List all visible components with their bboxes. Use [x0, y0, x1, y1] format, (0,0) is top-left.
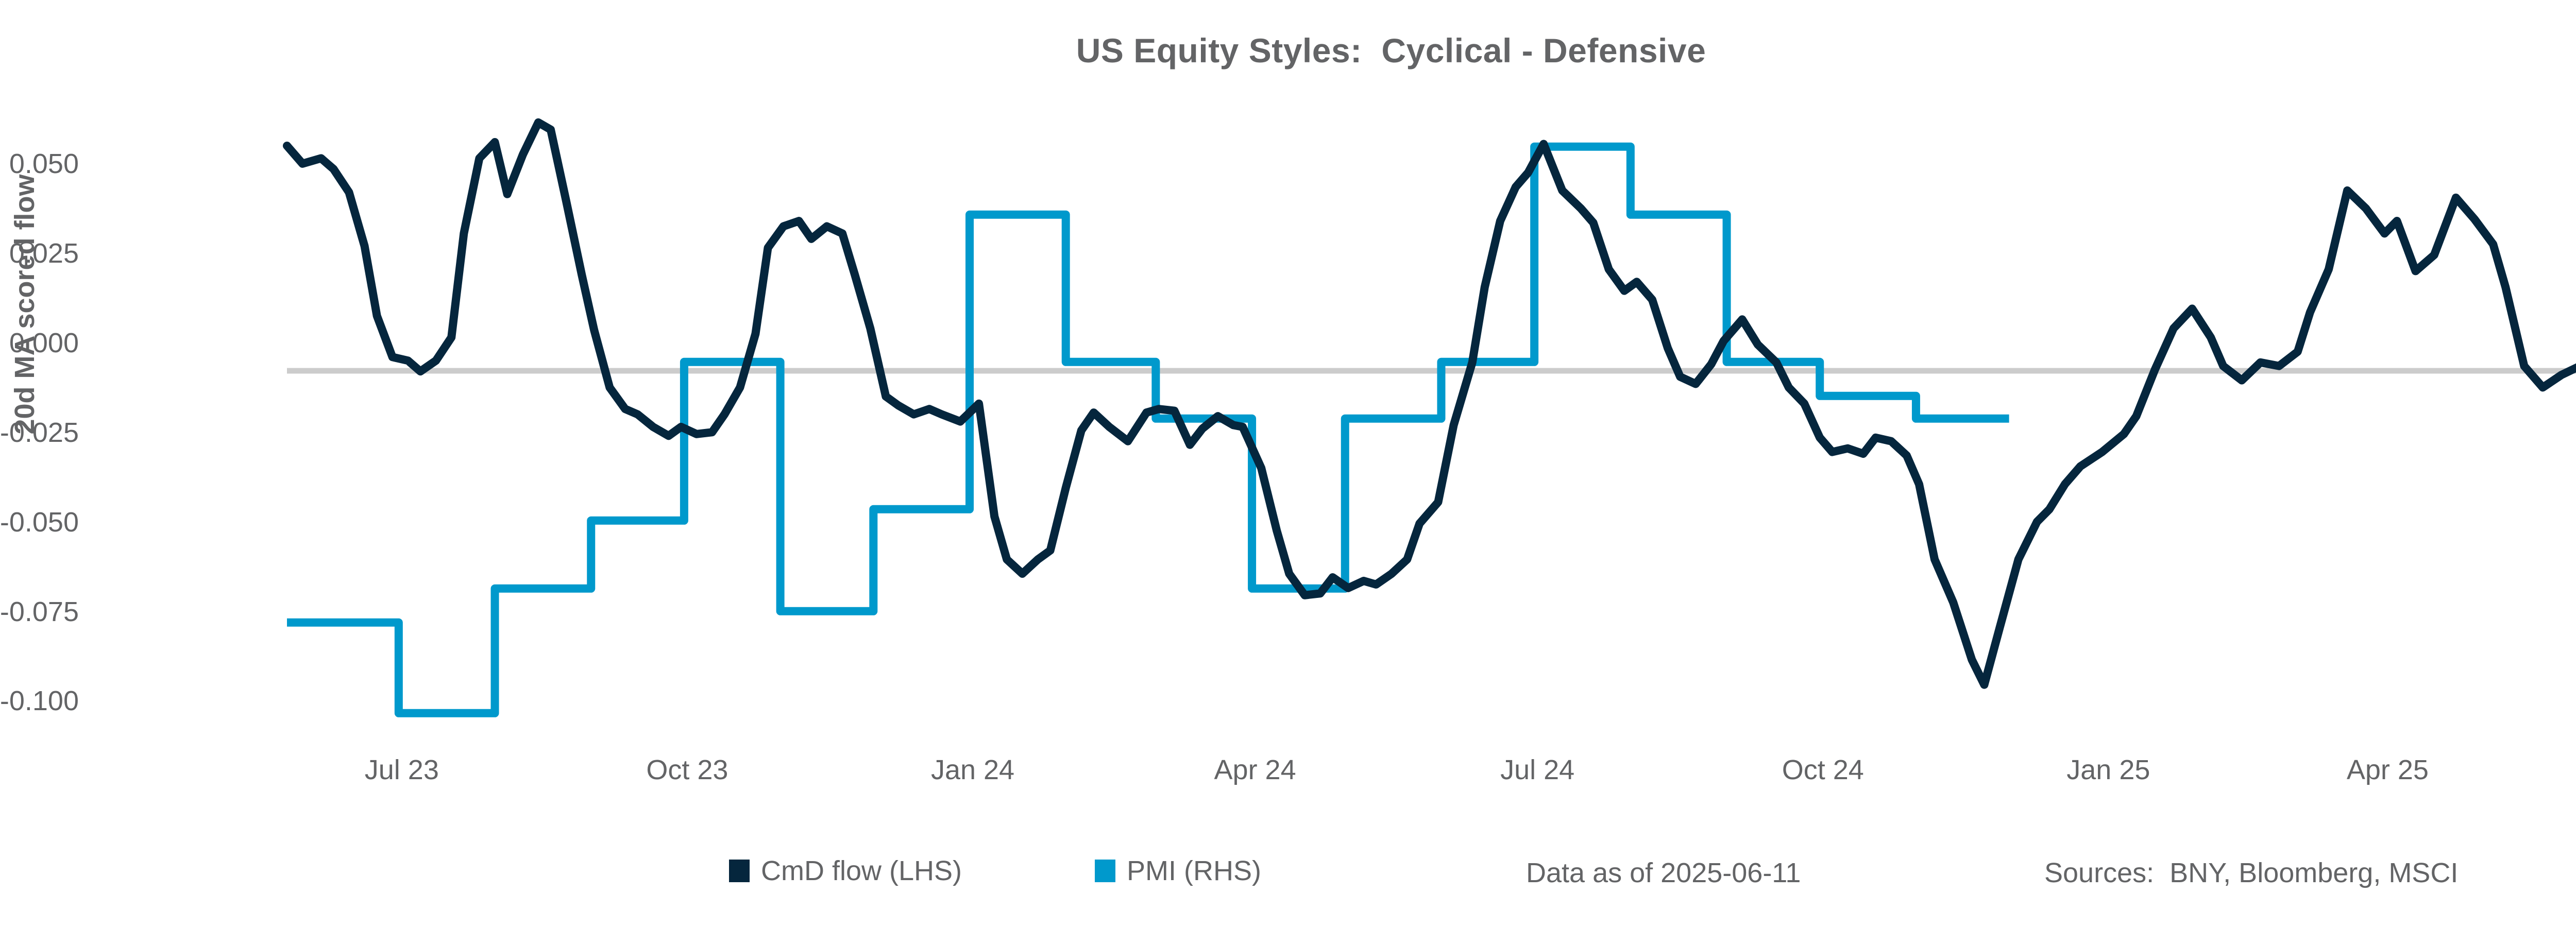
y-axis-left-tick: -0.025 [0, 417, 79, 448]
legend-item[interactable]: PMI (RHS) [1095, 853, 1261, 889]
x-axis-tick: Jul 24 [1500, 754, 1575, 785]
legend-label: PMI (RHS) [1127, 855, 1261, 886]
legend: CmD flow (LHS) PMI (RHS) [0, 853, 2576, 894]
x-axis-tick: Oct 24 [1782, 754, 1864, 785]
series-line-cmd-flow [283, 118, 2576, 689]
x-axis-tick: Apr 25 [2346, 754, 2429, 785]
x-axis-tick: Apr 24 [1214, 754, 1296, 785]
y-axis-left-tick: 0.000 [9, 327, 79, 358]
y-axis-left-tick: -0.100 [0, 685, 79, 717]
y-axis-left-tick: -0.050 [0, 506, 79, 538]
legend-swatch-icon [1095, 860, 1115, 882]
x-axis-tick: Jul 23 [364, 754, 439, 785]
y-axis-left-tick: 0.025 [9, 238, 79, 269]
x-axis-tick: Oct 23 [646, 754, 728, 785]
x-axis-tick: Jan 25 [2066, 754, 2150, 785]
data-as-of-note: Data as of 2025-06-11 [1526, 857, 1801, 888]
page-title: US Equity Styles: Cyclical - Defensive [1076, 31, 1706, 70]
sources-note: Sources: BNY, Bloomberg, MSCI [2044, 857, 2459, 888]
y-axis-left-tick: -0.075 [0, 596, 79, 627]
y-axis-left-tick: 0.050 [9, 148, 79, 180]
legend-swatch-icon [729, 860, 750, 882]
x-axis-tick: Jan 24 [930, 754, 1015, 785]
series-line-pmi [287, 142, 2009, 717]
legend-label: CmD flow (LHS) [761, 855, 962, 886]
legend-item[interactable]: CmD flow (LHS) [729, 853, 962, 889]
